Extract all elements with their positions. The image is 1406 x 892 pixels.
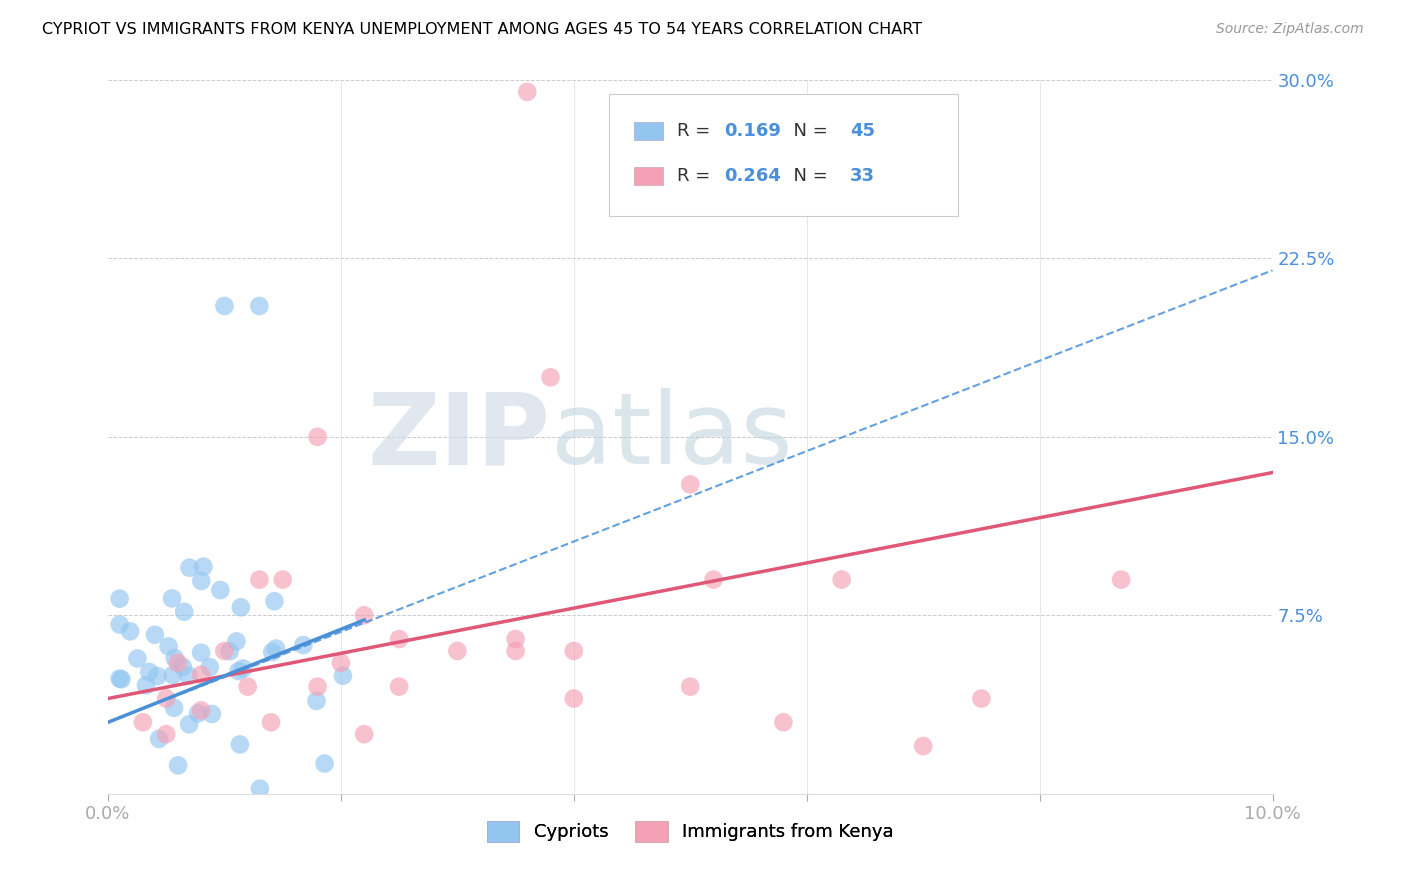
Point <box>228 664 250 678</box>
Point <box>190 703 212 717</box>
Point <box>218 644 240 658</box>
Point <box>198 660 221 674</box>
Point <box>201 706 224 721</box>
Point <box>209 582 232 597</box>
Point <box>562 644 585 658</box>
Point <box>912 739 935 753</box>
Point <box>703 573 725 587</box>
Point <box>970 691 993 706</box>
Point <box>260 715 283 730</box>
Point <box>353 608 375 623</box>
Point <box>138 665 160 679</box>
Point <box>271 573 294 587</box>
Point <box>263 594 285 608</box>
Point <box>229 738 252 752</box>
Point <box>505 644 527 658</box>
Point <box>540 370 562 384</box>
Point <box>177 668 200 682</box>
Point <box>190 667 212 681</box>
Point <box>127 651 149 665</box>
Point <box>190 574 212 588</box>
Point <box>148 731 170 746</box>
Point <box>173 605 195 619</box>
FancyBboxPatch shape <box>609 95 957 216</box>
Point <box>772 715 794 730</box>
Point <box>353 727 375 741</box>
Point <box>292 638 315 652</box>
Point <box>108 617 131 632</box>
Point <box>1109 573 1132 587</box>
Text: N =: N = <box>782 168 834 186</box>
Point <box>236 680 259 694</box>
Point <box>332 668 354 682</box>
Point <box>135 678 157 692</box>
Point <box>225 634 247 648</box>
Point <box>162 668 184 682</box>
Point <box>505 632 527 646</box>
Point <box>247 299 270 313</box>
Point <box>214 299 236 313</box>
Point <box>132 715 155 730</box>
Point <box>143 628 166 642</box>
Point <box>110 672 132 686</box>
Point <box>229 600 252 615</box>
Bar <box>634 122 664 140</box>
Point <box>163 700 186 714</box>
Point <box>163 651 186 665</box>
Point <box>247 573 270 587</box>
Text: N =: N = <box>782 122 834 140</box>
Point <box>516 85 538 99</box>
Point <box>108 591 131 606</box>
Point <box>307 680 329 694</box>
Point <box>679 477 702 491</box>
Point <box>167 656 190 670</box>
Point <box>157 640 180 654</box>
Point <box>155 727 177 741</box>
Point <box>562 691 585 706</box>
Point <box>314 756 336 771</box>
Text: 45: 45 <box>849 122 875 140</box>
Point <box>155 691 177 706</box>
Point <box>160 591 183 606</box>
Text: Source: ZipAtlas.com: Source: ZipAtlas.com <box>1216 22 1364 37</box>
Text: R =: R = <box>678 122 717 140</box>
Point <box>446 644 468 658</box>
Point <box>249 781 271 796</box>
Bar <box>634 168 664 186</box>
Text: 0.169: 0.169 <box>724 122 780 140</box>
Point <box>388 632 411 646</box>
Point <box>214 644 236 658</box>
Point <box>307 430 329 444</box>
Point <box>190 646 212 660</box>
Text: 0.264: 0.264 <box>724 168 780 186</box>
Point <box>388 680 411 694</box>
Point <box>120 624 142 639</box>
Point <box>232 661 254 675</box>
Text: R =: R = <box>678 168 717 186</box>
Legend: Cypriots, Immigrants from Kenya: Cypriots, Immigrants from Kenya <box>479 814 901 849</box>
Point <box>193 559 215 574</box>
Point <box>179 717 201 731</box>
Point <box>146 669 169 683</box>
Point <box>167 758 190 772</box>
Text: ZIP: ZIP <box>367 388 551 485</box>
Point <box>262 645 284 659</box>
Point <box>305 694 328 708</box>
Text: 33: 33 <box>849 168 875 186</box>
Point <box>831 573 853 587</box>
Text: CYPRIOT VS IMMIGRANTS FROM KENYA UNEMPLOYMENT AMONG AGES 45 TO 54 YEARS CORRELAT: CYPRIOT VS IMMIGRANTS FROM KENYA UNEMPLO… <box>42 22 922 37</box>
Point <box>264 641 287 656</box>
Text: atlas: atlas <box>551 388 792 485</box>
Point <box>187 706 209 721</box>
Point <box>172 660 194 674</box>
Point <box>329 656 352 670</box>
Point <box>179 560 201 574</box>
Point <box>679 680 702 694</box>
Point <box>108 672 131 686</box>
